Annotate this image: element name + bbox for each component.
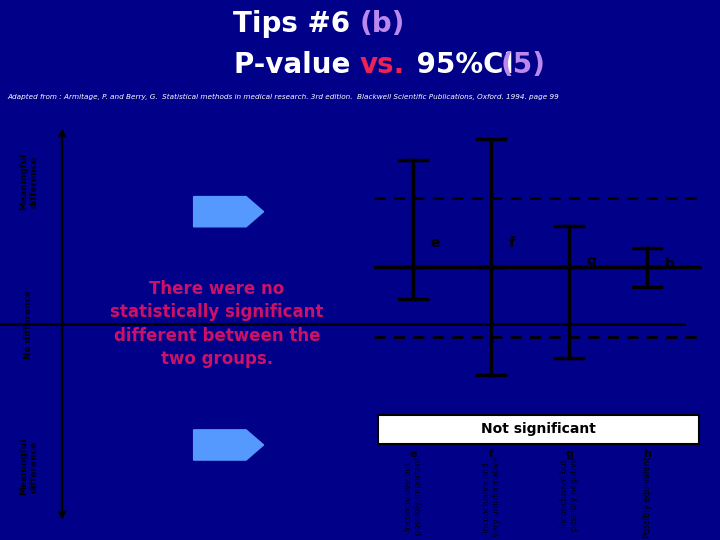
FancyArrow shape	[194, 197, 264, 227]
Text: g: g	[565, 449, 573, 460]
Text: f: f	[489, 449, 494, 460]
Text: Meaningful
difference: Meaningful difference	[19, 438, 39, 495]
Text: e: e	[410, 449, 417, 460]
Text: e: e	[431, 236, 440, 250]
Text: Inconclusive but
possibly important: Inconclusive but possibly important	[404, 457, 423, 535]
Text: 95%CI: 95%CI	[407, 51, 523, 79]
Text: (b): (b)	[360, 10, 405, 38]
FancyArrow shape	[194, 430, 264, 460]
Text: Adapted from : Armitage, P. and Berry, G.  Statistical methods in medical resear: Adapted from : Armitage, P. and Berry, G…	[7, 94, 559, 100]
Text: f: f	[508, 236, 515, 250]
Text: vs.: vs.	[360, 51, 405, 79]
Text: Possibly equivalent: Possibly equivalent	[643, 457, 652, 538]
Text: No difference: No difference	[24, 289, 33, 359]
Text: There were no
statistically significant
different between the
two groups.: There were no statistically significant …	[110, 280, 323, 368]
Text: Inconclusive and
very uninformative: Inconclusive and very uninformative	[482, 457, 501, 537]
Text: P-value: P-value	[234, 51, 360, 79]
Text: Tips #6: Tips #6	[233, 10, 360, 38]
Text: h: h	[644, 449, 652, 460]
Text: Not significant: Not significant	[481, 422, 595, 436]
Text: h: h	[665, 257, 675, 271]
Text: (5): (5)	[500, 51, 546, 79]
Text: g: g	[587, 254, 596, 267]
Text: Meaningful
difference: Meaningful difference	[19, 153, 39, 210]
Text: Inconclusive but
possibly negative: Inconclusive but possibly negative	[559, 457, 579, 531]
